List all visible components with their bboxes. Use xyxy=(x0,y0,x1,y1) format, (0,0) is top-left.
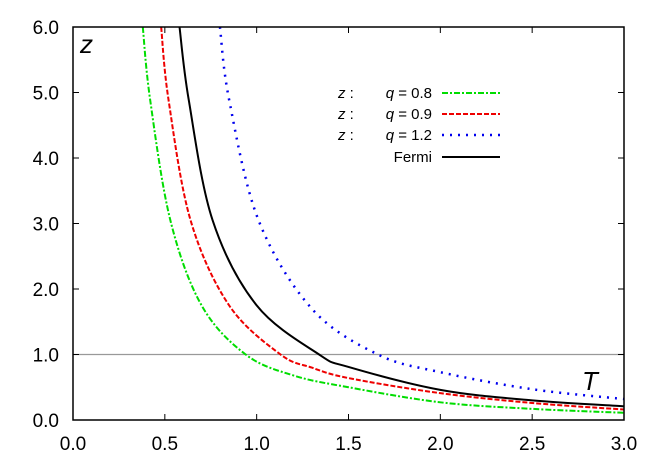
legend-item-2: z : q = 1.2 xyxy=(337,127,500,144)
legend-item-0: z : q = 0.8 xyxy=(337,85,500,102)
legend-prefix: z : xyxy=(337,127,354,144)
x-tick-label: 2.5 xyxy=(519,434,545,455)
legend-label: q = 0.8 xyxy=(386,85,432,102)
plot-lines xyxy=(73,27,624,414)
series-line-2 xyxy=(218,27,624,401)
legend-item-1: z : q = 0.9 xyxy=(337,106,500,123)
series-line-0 xyxy=(141,27,624,414)
x-tick-label: 1.5 xyxy=(335,434,361,455)
y-tick-label: 2.0 xyxy=(33,280,59,301)
legend-prefix: z : xyxy=(337,106,354,123)
y-tick-label: 5.0 xyxy=(33,84,59,105)
y-tick-label: 4.0 xyxy=(33,149,59,170)
y-tick-label: 6.0 xyxy=(33,18,59,39)
series-line-3 xyxy=(178,27,624,408)
x-tick-label: 2.0 xyxy=(427,434,453,455)
x-axis-label: T xyxy=(582,366,600,396)
axes xyxy=(72,26,625,421)
x-tick-label: 0.0 xyxy=(60,434,86,455)
x-tick-label: 1.0 xyxy=(243,434,269,455)
y-tick-label: 3.0 xyxy=(33,215,59,236)
legend-label: q = 0.9 xyxy=(386,106,432,123)
y-tick-label: 0.0 xyxy=(33,411,59,432)
legend-item-3: Fermi xyxy=(394,149,500,166)
legend-label: Fermi xyxy=(394,149,432,166)
legend-label: q = 1.2 xyxy=(386,127,432,144)
x-tick-label: 3.0 xyxy=(611,434,637,455)
legend: z : q = 0.8 z : q = 0.9 z : q = 1.2 Fermi xyxy=(337,85,500,166)
legend-prefix: z : xyxy=(337,85,354,102)
x-tick-label: 0.5 xyxy=(152,434,178,455)
tick-labels: 0.0 0.5 1.0 1.5 2.0 2.5 3.0 0.0 1.0 2.0 3.0 4.0 5.0 6… xyxy=(33,18,638,455)
y-tick-label: 1.0 xyxy=(33,346,59,367)
y-axis-label: z xyxy=(79,29,93,59)
series-line-1 xyxy=(160,27,624,411)
